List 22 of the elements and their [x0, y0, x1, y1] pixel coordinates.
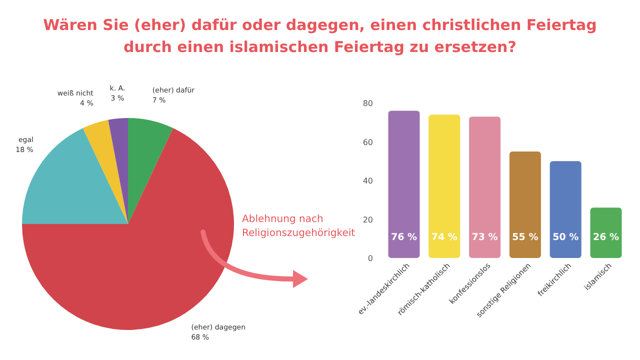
- bar: [590, 208, 622, 258]
- pie-slice: [108, 118, 128, 224]
- data-label: 55 %: [512, 232, 539, 243]
- text: Wären Sie (eher) dafür oder dagegen, einen christlichen Feiertag durch einen islamischen Feiertag zu ersetzen?: [43, 16, 597, 56]
- data-label: 50 %: [552, 232, 580, 243]
- data-label: 74 %: [431, 232, 458, 243]
- y-tick-label: 0: [368, 254, 373, 263]
- data-label: 26 %: [592, 232, 620, 243]
- data-label: 76 %: [390, 232, 418, 243]
- y-tick-label: 80: [362, 99, 373, 108]
- bar: [509, 151, 541, 258]
- y-tick-label: 20: [362, 215, 373, 224]
- text: Ablehnung nach Religionszugehörigkeit: [242, 214, 356, 239]
- bar: [469, 116, 501, 258]
- y-tick-label: 60: [362, 138, 373, 147]
- y-tick-label: 40: [362, 176, 373, 186]
- pie-slice: [128, 118, 174, 224]
- bar: [388, 110, 420, 258]
- pie-slice: [82, 120, 128, 224]
- data-label: 73 %: [472, 232, 498, 243]
- bar: [428, 114, 460, 258]
- bar: [550, 161, 582, 258]
